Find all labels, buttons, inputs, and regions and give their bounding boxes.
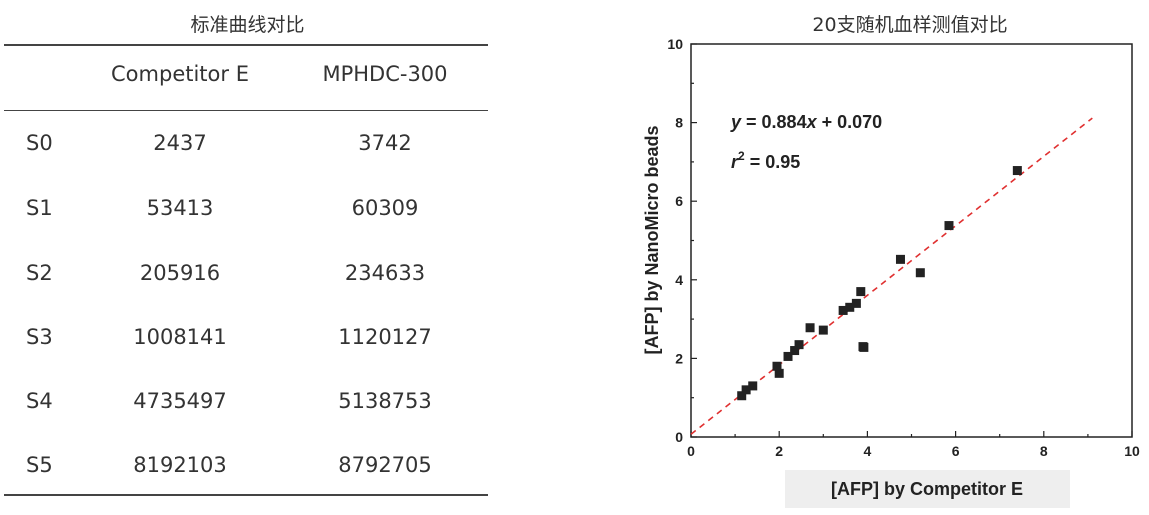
mphdc-value: 8792705 [338,453,432,477]
table-row: S2 205916 234633 [0,261,495,291]
row-label: S0 [26,131,53,155]
equation-intercept: + 0.070 [817,112,883,132]
table-top-rule [4,44,488,46]
table-title: 标准曲线对比 [190,14,305,36]
data-point [818,325,828,335]
header-mphdc-300: MPHDC-300 [322,62,448,86]
x-tick-label: 10 [1124,443,1140,459]
y-tick-label: 8 [675,115,683,131]
r-squared-value: = 0.95 [745,152,801,172]
data-point [856,287,866,297]
competitor-e-value: 205916 [139,261,221,285]
data-point [794,340,804,350]
x-tick-label: 8 [1040,443,1048,459]
x-axis-label-background [785,470,1070,508]
chart-title: 20支随机血样测值对比 [812,14,1008,36]
data-point [851,298,861,308]
data-point [737,391,747,401]
mphdc-value: 5138753 [338,389,432,413]
equation-x: x [806,112,818,132]
row-label: S1 [26,196,53,220]
row-label: S5 [26,453,53,477]
data-point [859,342,869,352]
competitor-e-value: 2437 [153,131,207,155]
competitor-e-value: 1008141 [133,325,227,349]
y-tick-label: 0 [675,429,683,445]
row-label: S3 [26,325,53,349]
x-tick-label: 2 [775,443,783,459]
data-point [748,381,758,391]
y-tick-label: 6 [675,193,683,209]
x-tick-label: 6 [952,443,960,459]
mphdc-value: 1120127 [338,325,432,349]
fit-equation: y = 0.884x + 0.070 [730,112,882,132]
y-tick-label: 10 [667,36,683,52]
data-point [944,221,954,231]
table-row: S5 8192103 8792705 [0,453,495,483]
x-tick-label: 4 [864,443,872,459]
data-point [774,368,784,378]
table-row: S0 2437 3742 [0,131,495,161]
competitor-e-value: 53413 [146,196,214,220]
y-tick-label: 2 [675,350,683,366]
table-header-rule [4,110,488,111]
mphdc-value: 3742 [358,131,412,155]
data-points [737,166,1022,401]
mphdc-value: 60309 [351,196,419,220]
competitor-e-value: 8192103 [133,453,227,477]
table-row: S4 4735497 5138753 [0,389,495,419]
data-point [1012,166,1022,176]
row-label: S4 [26,389,53,413]
tick-labels: 0 2 4 6 8 10 0 2 4 6 8 10 [667,36,1140,459]
competitor-e-value: 4735497 [133,389,227,413]
standard-curve-table: 标准曲线对比 Competitor E MPHDC-300 S0 2437 37… [0,0,495,515]
header-competitor-e: Competitor E [111,62,249,86]
data-point [783,351,793,361]
mphdc-value: 234633 [344,261,426,285]
equation-slope: = 0.884 [741,112,807,132]
data-point [741,385,751,395]
data-point [895,254,905,264]
data-point [915,268,925,278]
r-superscript: 2 [738,149,745,163]
y-axis-label: [AFP] by NanoMicro beads [642,125,662,354]
r-symbol: r [731,152,739,172]
plot-frame [690,43,1133,438]
table-row: S1 53413 60309 [0,196,495,226]
data-point [790,346,800,356]
data-point [805,323,815,333]
row-label: S2 [26,261,53,285]
equation-y: y [730,112,742,132]
fit-line [690,117,1093,435]
data-point [838,305,848,315]
x-tick-label: 0 [687,443,695,459]
table-bottom-rule [4,494,488,496]
data-point [772,361,782,371]
axis-ticks [690,43,1133,438]
y-tick-label: 4 [675,272,683,288]
table-row: S3 1008141 1120127 [0,325,495,355]
data-point [845,302,855,312]
r-squared: r2 = 0.95 [731,149,800,172]
x-axis-label: [AFP] by Competitor E [831,479,1023,499]
